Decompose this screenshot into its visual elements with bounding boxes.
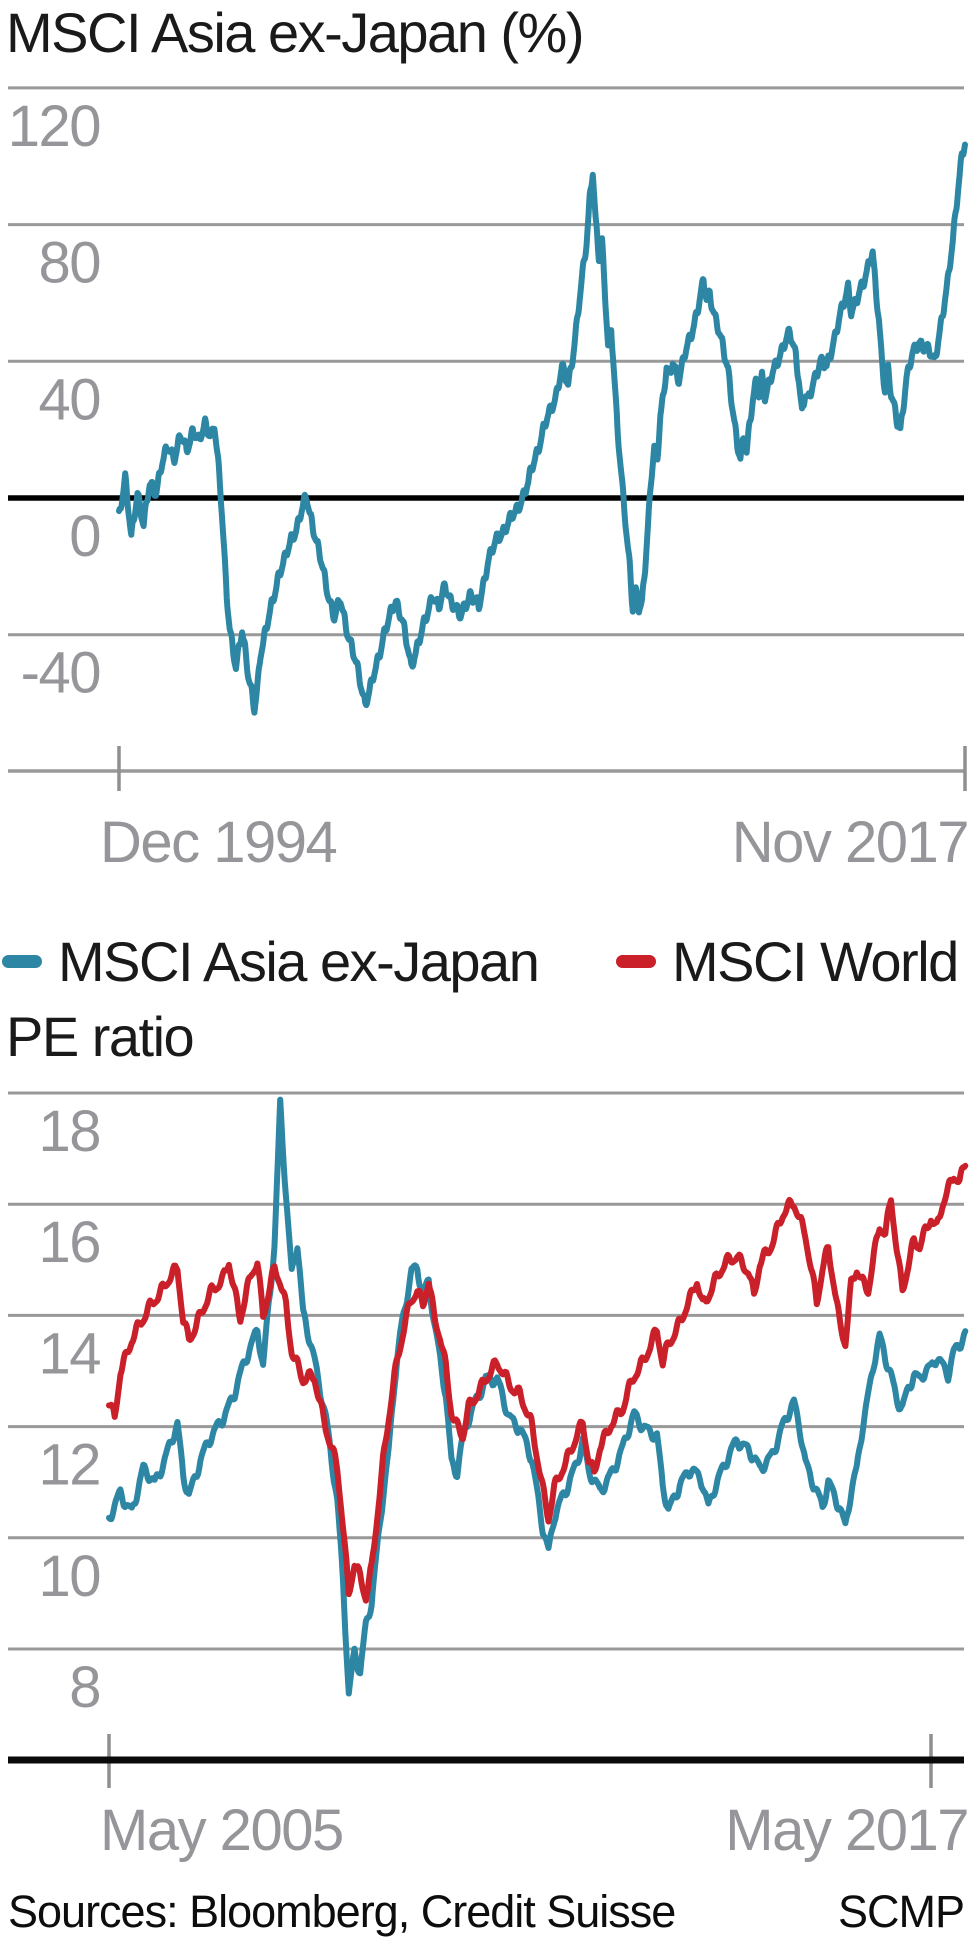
y-tick-label: 8 [69, 1655, 100, 1720]
x-tick-label: Dec 1994 [100, 810, 337, 875]
x-tick-label: May 2017 [725, 1798, 968, 1863]
bottom-chart-title: PE ratio [6, 1005, 195, 1068]
asia-line-swatch-icon [2, 954, 42, 968]
world-pe-line [106, 1162, 969, 1604]
legend: MSCI Asia ex-Japan MSCI World [0, 928, 972, 994]
y-tick-label: 0 [69, 504, 100, 569]
y-tick-label: 16 [38, 1210, 100, 1275]
asia-pe-line [106, 1096, 969, 1697]
y-tick-label: 14 [38, 1321, 100, 1386]
footer: Sources: Bloomberg, Credit Suisse SCMP [8, 1886, 965, 1938]
y-tick-label: 80 [38, 231, 100, 296]
y-tick-label: 12 [38, 1433, 100, 1498]
world-line-swatch-icon [616, 954, 656, 968]
y-tick-label: 120 [8, 94, 100, 159]
x-tick-label: May 2005 [100, 1798, 343, 1863]
top-chart-title: MSCI Asia ex-Japan (%) [6, 1, 584, 64]
y-tick-label: -40 [21, 641, 100, 706]
y-tick-label: 40 [38, 367, 100, 432]
asia-returns-line [116, 141, 968, 716]
legend-label-world: MSCI World [672, 929, 959, 993]
y-tick-label: 18 [38, 1099, 100, 1164]
legend-label-asia: MSCI Asia ex-Japan [58, 929, 540, 993]
legend-item-world: MSCI World [616, 928, 959, 994]
x-tick-label: Nov 2017 [732, 810, 968, 875]
legend-item-asia: MSCI Asia ex-Japan [2, 928, 540, 994]
credit-text: SCMP [837, 1886, 965, 1937]
y-tick-label: 10 [38, 1544, 100, 1609]
sources-text: Sources: Bloomberg, Credit Suisse [8, 1886, 676, 1937]
